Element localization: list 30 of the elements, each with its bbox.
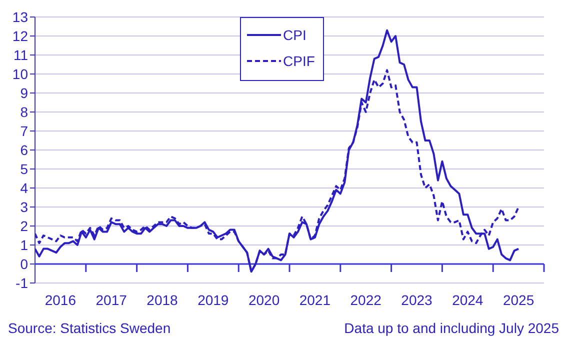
source-note: Source: Statistics Sweden [8, 320, 171, 336]
x-tick-label: 2022 [350, 292, 382, 308]
y-tick-label: 12 [12, 28, 28, 44]
x-tick-label: 2018 [146, 292, 178, 308]
y-tick-label: 2 [20, 218, 28, 234]
line-series [35, 29, 520, 273]
y-tick-label: 7 [20, 122, 28, 139]
x-tick-label: 2016 [44, 292, 76, 308]
y-tick-label: 1 [20, 236, 28, 253]
text: Data up to and including July 2025 [344, 320, 559, 336]
x-tick-label: 2023 [401, 292, 433, 308]
legend-label: CPI [283, 27, 306, 43]
x-tick-label: 2017 [96, 292, 128, 308]
x-tick-label: 2019 [198, 292, 229, 308]
x-tick-label: 2025 [502, 292, 534, 308]
y-tick-label: -1 [16, 274, 28, 291]
y-tick-label: 4 [20, 180, 28, 196]
y-tick-label: 9 [20, 84, 28, 101]
y-tick-label: 10 [12, 66, 28, 82]
y-tick-label: 11 [13, 46, 28, 63]
legend-label: CPIF [283, 53, 315, 69]
y-tick-label: 8 [20, 104, 28, 120]
y-tick-label: 6 [20, 142, 28, 158]
y-tick-label: 5 [20, 160, 28, 177]
x-tick-label: 2021 [299, 292, 331, 308]
y-tick-label: 13 [12, 8, 28, 25]
x-tick-label: 2020 [248, 292, 280, 308]
x-tick-label: 2024 [452, 292, 484, 308]
y-tick-label: 3 [20, 198, 28, 215]
y-tick-label: 0 [20, 256, 28, 272]
